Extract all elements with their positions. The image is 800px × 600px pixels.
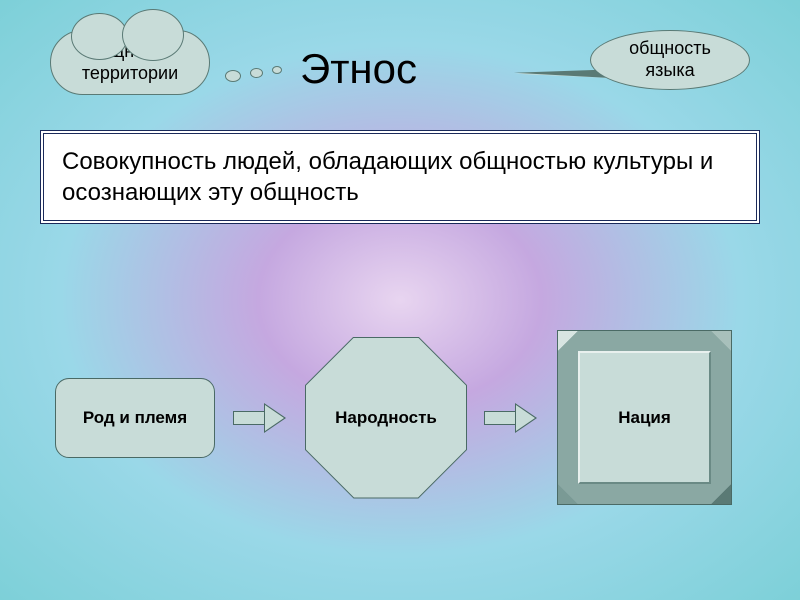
cloud-bubble-icon	[250, 68, 263, 78]
node-natsiya-label: Нация	[578, 351, 711, 484]
node-rod-plemya: Род и племя	[55, 378, 215, 458]
definition-box: Совокупность людей, обладающих общностью…	[40, 130, 760, 224]
arrow-icon	[484, 403, 539, 433]
cloud-territory-text: общностьтерритории	[82, 41, 178, 84]
page-title: Этнос	[300, 45, 417, 93]
node-natsiya: Нация	[557, 330, 732, 505]
node-narodnost-label: Народность	[306, 338, 466, 498]
arrow-icon	[233, 403, 288, 433]
callout-language-text: общностьязыка	[629, 38, 711, 81]
callout-language: общностьязыка	[590, 30, 750, 90]
cloud-territory: общностьтерритории	[50, 30, 210, 95]
flow-row: Род и племя Народность Нация	[55, 330, 755, 505]
cloud-bubble-icon	[225, 70, 241, 82]
cloud-bubble-icon	[272, 66, 282, 74]
node-narodnost: Народность	[306, 338, 466, 498]
